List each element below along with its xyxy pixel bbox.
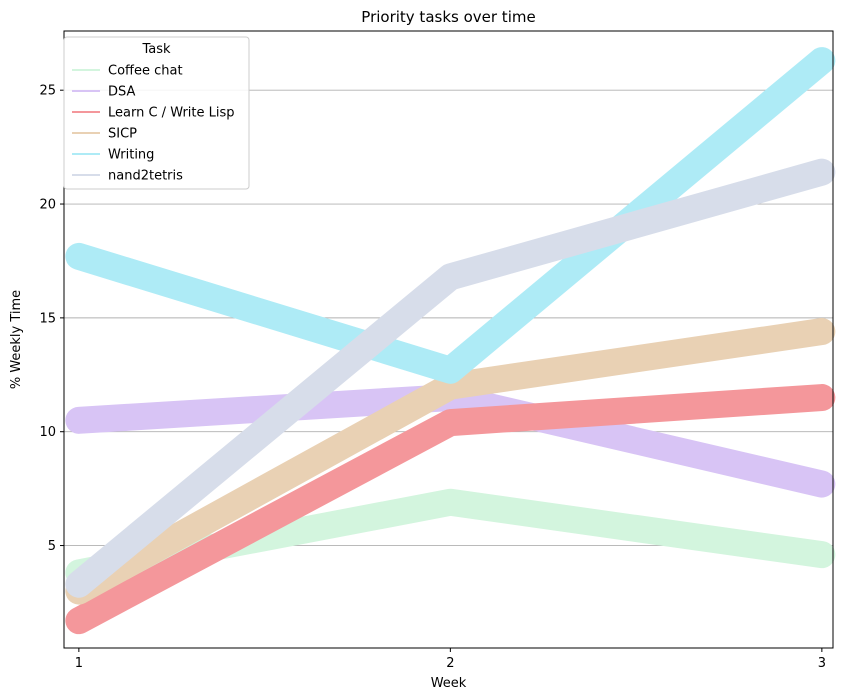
y-tick-label: 10 bbox=[39, 425, 56, 440]
series-line-learn-c-write-lisp bbox=[65, 384, 836, 635]
legend-item: nand2tetris bbox=[72, 169, 183, 184]
legend-title: Task bbox=[141, 42, 171, 57]
legend: Task Coffee chat DSA Learn C / Write Lisp S… bbox=[63, 36, 250, 190]
legend-label: Writing bbox=[108, 148, 154, 163]
legend-label: DSA bbox=[108, 85, 136, 100]
plot-frame bbox=[63, 30, 834, 649]
legend-item: Coffee chat bbox=[72, 64, 183, 79]
x-tick-label: 2 bbox=[446, 656, 454, 671]
x-tick-label: 3 bbox=[818, 656, 826, 671]
legend-item: Writing bbox=[72, 148, 154, 163]
legend-items: Coffee chat DSA Learn C / Write Lisp SICP Wr… bbox=[72, 64, 235, 184]
legend-box bbox=[63, 36, 250, 190]
series-line-writing bbox=[65, 47, 836, 384]
y-axis-label: % Weekly Time bbox=[9, 290, 24, 389]
legend-label: Learn C / Write Lisp bbox=[108, 106, 235, 121]
x-axis-ticks: 1 2 3 bbox=[75, 648, 826, 671]
legend-label: SICP bbox=[108, 127, 137, 142]
legend-label: Coffee chat bbox=[108, 64, 183, 79]
legend-item: Learn C / Write Lisp bbox=[72, 106, 235, 121]
y-tick-label: 15 bbox=[39, 311, 56, 326]
x-axis-label: Week bbox=[431, 676, 467, 691]
legend-item: DSA bbox=[72, 85, 136, 100]
y-tick-label: 25 bbox=[39, 84, 56, 99]
y-axis-ticks: 5 10 15 20 25 bbox=[39, 84, 64, 554]
x-tick-label: 1 bbox=[75, 656, 83, 671]
series-line-nand2tetris bbox=[65, 158, 836, 598]
series-lines bbox=[65, 47, 836, 635]
y-tick-label: 5 bbox=[48, 539, 56, 554]
chart-title: Priority tasks over time bbox=[361, 8, 535, 26]
legend-item: SICP bbox=[72, 127, 137, 142]
y-tick-label: 20 bbox=[39, 198, 56, 213]
series-line-sicp bbox=[65, 318, 836, 605]
legend-label: nand2tetris bbox=[108, 169, 183, 184]
